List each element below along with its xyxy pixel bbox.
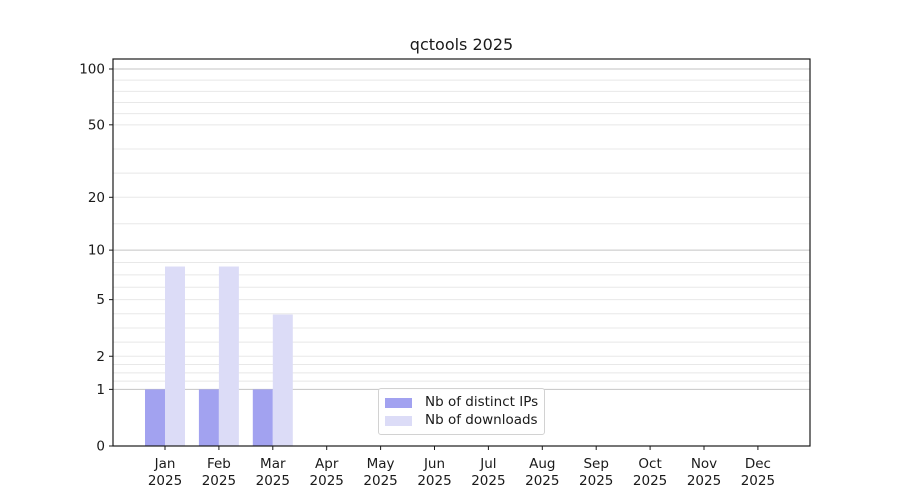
y-tick-label-2: 2 bbox=[96, 349, 105, 365]
y-tick-label-1: 1 bbox=[96, 382, 105, 398]
y-tick-label-100: 100 bbox=[79, 62, 105, 78]
x-tick-label-month-may: May bbox=[367, 456, 395, 472]
bar-distinct-ips-jan bbox=[145, 389, 165, 446]
y-tick-label-50: 50 bbox=[88, 117, 105, 133]
x-tick-label-month-nov: Nov bbox=[691, 456, 717, 472]
x-tick-label-year-jan: 2025 bbox=[148, 473, 182, 489]
x-tick-label-year-sep: 2025 bbox=[579, 473, 613, 489]
x-tick-label-month-feb: Feb bbox=[207, 456, 231, 472]
legend-swatch-distinct-ips-icon bbox=[385, 397, 412, 408]
x-tick-label-year-mar: 2025 bbox=[256, 473, 290, 489]
bar-distinct-ips-feb bbox=[198, 389, 219, 446]
legend-label-downloads: Nb of downloads bbox=[425, 412, 538, 428]
y-tick-label-20: 20 bbox=[88, 190, 105, 206]
x-tick-label-month-oct: Oct bbox=[638, 456, 661, 472]
legend: Nb of distinct IPs Nb of downloads bbox=[378, 388, 545, 435]
legend-item-downloads: Nb of downloads bbox=[385, 413, 544, 428]
x-tick-label-month-mar: Mar bbox=[260, 456, 286, 472]
x-tick-label-year-apr: 2025 bbox=[310, 473, 344, 489]
x-tick-label-year-jun: 2025 bbox=[417, 473, 451, 489]
x-tick-label-month-jan: Jan bbox=[154, 456, 176, 472]
plot-border bbox=[112, 58, 811, 447]
x-tick-label-year-oct: 2025 bbox=[633, 473, 667, 489]
bar-distinct-ips-mar bbox=[252, 389, 273, 446]
x-tick-label-month-aug: Aug bbox=[529, 456, 555, 472]
y-tick-label-0: 0 bbox=[96, 439, 105, 455]
y-tick-label-10: 10 bbox=[88, 243, 105, 259]
x-tick-label-month-dec: Dec bbox=[745, 456, 771, 472]
x-tick-label-year-may: 2025 bbox=[363, 473, 397, 489]
legend-swatch-downloads-icon bbox=[385, 415, 412, 426]
bar-downloads-mar bbox=[272, 314, 293, 446]
x-tick-label-year-jul: 2025 bbox=[471, 473, 505, 489]
x-tick-label-month-sep: Sep bbox=[583, 456, 608, 472]
x-tick-label-year-feb: 2025 bbox=[202, 473, 236, 489]
y-tick-label-5: 5 bbox=[96, 292, 105, 308]
legend-item-distinct-ips: Nb of distinct IPs bbox=[385, 395, 544, 410]
chart-title: qctools 2025 bbox=[409, 35, 514, 54]
legend-label-distinct-ips: Nb of distinct IPs bbox=[425, 394, 539, 410]
x-tick-label-year-dec: 2025 bbox=[741, 473, 775, 489]
x-tick-label-month-apr: Apr bbox=[315, 456, 339, 472]
x-tick-label-year-aug: 2025 bbox=[525, 473, 559, 489]
bar-downloads-jan bbox=[165, 266, 185, 446]
x-tick-label-month-jul: Jul bbox=[479, 456, 496, 472]
x-tick-label-month-jun: Jun bbox=[423, 456, 445, 472]
x-tick-label-year-nov: 2025 bbox=[687, 473, 721, 489]
bar-downloads-feb bbox=[218, 266, 239, 446]
